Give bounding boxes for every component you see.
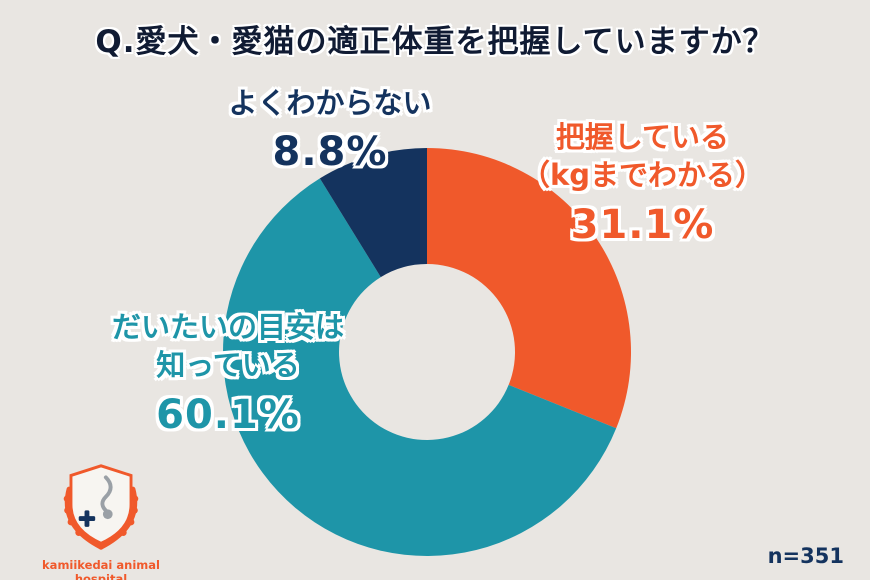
hospital-logo: kamiikedai animal hospital 上池台動物病院 xyxy=(26,460,176,580)
label-approx-text2: 知っている xyxy=(156,348,300,383)
donut-slice-2 xyxy=(223,178,617,556)
label-unknown-pct: 8.8% xyxy=(272,129,388,176)
donut-slice-3 xyxy=(319,148,427,278)
label-exact-text1: 把握している xyxy=(555,120,730,154)
label-exact-text2: （kgまでわかる） xyxy=(520,158,765,193)
hospital-logo-name: kamiikedai animal hospital xyxy=(42,558,160,580)
chart-title: Q.愛犬・愛猫の適正体重を把握していますか？ xyxy=(95,24,775,60)
label-unknown: よくわからない 8.8% xyxy=(155,84,505,179)
label-approx-pct: 60.1% xyxy=(156,391,300,438)
label-approx: だいたいの目安は 知っている 60.1% xyxy=(48,308,408,441)
hospital-logo-crest xyxy=(63,464,139,550)
donut-slice-1 xyxy=(427,148,632,429)
label-unknown-text: よくわからない xyxy=(228,86,432,120)
label-exact-pct: 31.1% xyxy=(570,201,715,248)
label-exact: 把握している （kgまでわかる） 31.1% xyxy=(470,118,815,251)
label-approx-text1: だいたいの目安は xyxy=(111,310,344,344)
sample-size: n=351 xyxy=(767,544,844,568)
